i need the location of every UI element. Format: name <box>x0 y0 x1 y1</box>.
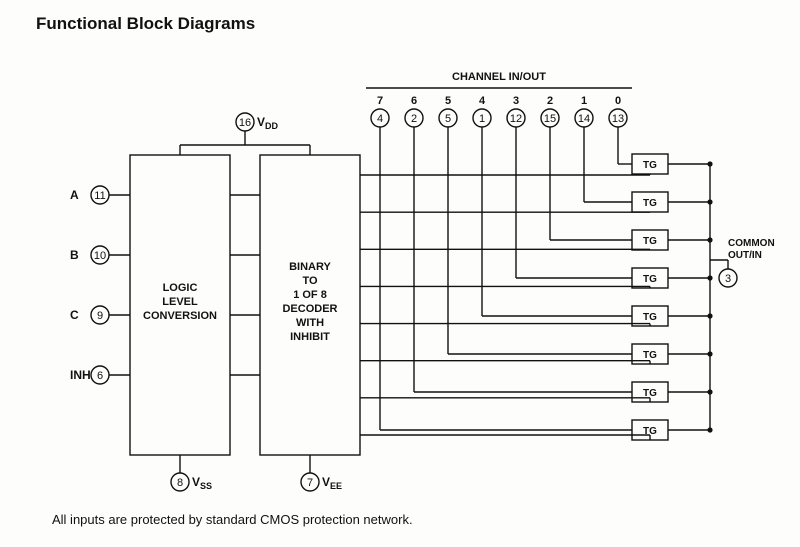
svg-text:VSS: VSS <box>192 475 212 491</box>
svg-text:INH: INH <box>70 368 91 382</box>
svg-text:2: 2 <box>411 113 417 125</box>
svg-text:CONVERSION: CONVERSION <box>143 310 217 322</box>
svg-text:TG: TG <box>643 312 657 323</box>
svg-text:13: 13 <box>612 113 624 125</box>
svg-text:11: 11 <box>94 190 105 202</box>
svg-text:7: 7 <box>377 95 383 107</box>
svg-text:3: 3 <box>725 273 731 285</box>
svg-text:16: 16 <box>239 117 251 129</box>
svg-text:COMMON: COMMON <box>728 238 775 249</box>
svg-text:3: 3 <box>513 95 519 107</box>
svg-text:TG: TG <box>643 236 657 247</box>
svg-text:LOGIC: LOGIC <box>163 282 198 294</box>
svg-text:B: B <box>70 248 79 262</box>
svg-text:5: 5 <box>445 113 451 125</box>
svg-text:1 OF 8: 1 OF 8 <box>293 289 327 301</box>
svg-text:4: 4 <box>479 95 486 107</box>
svg-text:A: A <box>70 188 79 202</box>
svg-text:12: 12 <box>510 113 522 125</box>
svg-text:0: 0 <box>615 95 621 107</box>
svg-text:TG: TG <box>643 160 657 171</box>
svg-text:DECODER: DECODER <box>282 303 337 315</box>
svg-text:1: 1 <box>581 95 587 107</box>
svg-text:VEE: VEE <box>322 475 342 491</box>
svg-text:6: 6 <box>97 370 103 382</box>
svg-text:7: 7 <box>307 477 313 489</box>
svg-text:LEVEL: LEVEL <box>162 296 198 308</box>
svg-text:6: 6 <box>411 95 417 107</box>
svg-text:9: 9 <box>97 310 103 322</box>
svg-text:4: 4 <box>377 113 383 125</box>
svg-text:TG: TG <box>643 274 657 285</box>
svg-text:10: 10 <box>94 250 106 262</box>
svg-text:C: C <box>70 308 79 322</box>
block-diagram: LOGIC LEVEL CONVERSION BINARY TO 1 OF 8 DECODE… <box>0 0 800 547</box>
svg-text:15: 15 <box>544 113 556 125</box>
svg-text:VDD: VDD <box>257 115 279 131</box>
svg-text:INHIBIT: INHIBIT <box>290 331 330 343</box>
svg-text:WITH: WITH <box>296 317 324 329</box>
svg-text:OUT/IN: OUT/IN <box>728 250 762 261</box>
svg-text:5: 5 <box>445 95 451 107</box>
svg-text:2: 2 <box>547 95 553 107</box>
svg-text:CHANNEL IN/OUT: CHANNEL IN/OUT <box>452 71 546 83</box>
svg-text:1: 1 <box>479 113 485 125</box>
svg-text:BINARY: BINARY <box>289 261 331 273</box>
svg-text:8: 8 <box>177 477 183 489</box>
svg-text:14: 14 <box>578 113 590 125</box>
svg-text:TG: TG <box>643 198 657 209</box>
svg-text:TG: TG <box>643 350 657 361</box>
svg-text:TO: TO <box>302 275 318 287</box>
